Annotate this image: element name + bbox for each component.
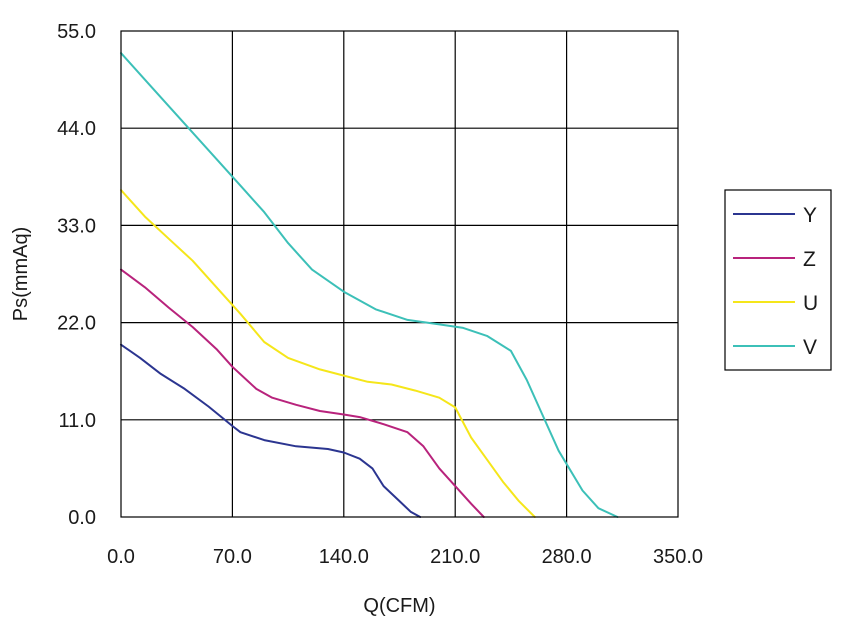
legend-label-z: Z (803, 248, 816, 271)
y-axis-ticks: 0.0 11.0 22.0 33.0 44.0 55.0 (57, 21, 96, 529)
legend-label-u: U (803, 292, 818, 315)
x-tick-label: 210.0 (430, 546, 480, 568)
y-tick-label: 55.0 (57, 21, 96, 43)
y-axis-label: Ps(mmAq) (10, 227, 32, 321)
y-tick-label: 11.0 (59, 410, 96, 432)
y-tick-label: 33.0 (57, 215, 96, 237)
y-tick-label: 44.0 (57, 118, 96, 140)
series-line-z (120, 268, 485, 518)
legend-box (724, 189, 832, 371)
grid (121, 31, 678, 517)
x-axis-ticks: 0.0 70.0 140.0 210.0 280.0 350.0 (107, 546, 703, 568)
x-tick-label: 280.0 (542, 546, 592, 568)
series-line-u (120, 189, 536, 518)
y-tick-label: 0.0 (68, 507, 96, 529)
plot-area-frame (120, 30, 679, 518)
x-tick-label: 70.0 (213, 546, 252, 568)
series-line-v (120, 52, 619, 518)
x-tick-label: 350.0 (653, 546, 703, 568)
y-tick-label: 22.0 (57, 313, 96, 335)
legend-label-y: Y (803, 204, 817, 227)
x-axis-label: Q(CFM) (363, 595, 435, 617)
x-tick-label: 0.0 (107, 546, 135, 568)
series-line-y (120, 343, 422, 518)
legend-label-v: V (803, 336, 817, 359)
series-layer (120, 52, 619, 518)
x-tick-label: 140.0 (319, 546, 369, 568)
